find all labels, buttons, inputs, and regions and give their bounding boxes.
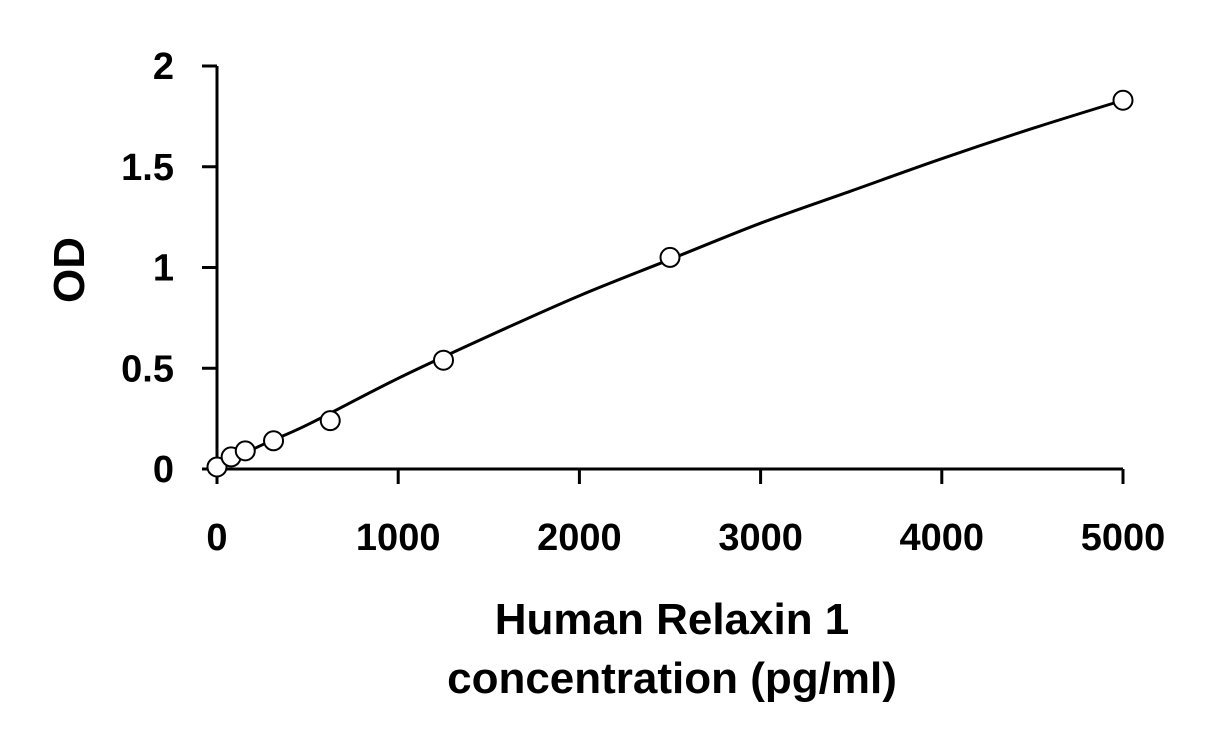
data-point <box>319 410 341 432</box>
data-point <box>234 440 256 462</box>
y-axis-ticks: 0 0.5 1 1.5 2 <box>121 46 217 491</box>
y-tick-label: 0 <box>153 449 174 491</box>
y-tick-label: 1 <box>153 248 174 290</box>
data-point <box>206 456 228 478</box>
y-tick-label: 1.5 <box>121 147 174 189</box>
y-axis-title: OD <box>45 237 94 303</box>
plot-area: 0 0.5 1 1.5 2 0 1000 2000 3000 4000 5000 <box>121 46 1165 559</box>
x-tick-label: 5000 <box>1081 517 1166 559</box>
data-point <box>1112 89 1134 111</box>
fit-curve-line <box>216 98 1124 469</box>
x-axis-title-line-2: concentration (pg/ml) <box>447 654 897 703</box>
x-tick-label: 1000 <box>356 517 441 559</box>
x-tick-label: 4000 <box>900 517 985 559</box>
x-tick-label: 3000 <box>718 517 803 559</box>
data-point <box>659 246 681 268</box>
x-axis-ticks: 0 1000 2000 3000 4000 5000 <box>206 469 1165 559</box>
data-point <box>433 349 454 371</box>
data-point <box>263 430 285 452</box>
x-tick-label: 2000 <box>537 517 622 559</box>
x-axis-title-line-1: Human Relaxin 1 <box>495 595 850 644</box>
data-points <box>206 89 1134 478</box>
y-tick-label: 2 <box>153 46 174 88</box>
x-tick-label: 0 <box>206 517 227 559</box>
y-tick-label: 0.5 <box>121 348 174 390</box>
